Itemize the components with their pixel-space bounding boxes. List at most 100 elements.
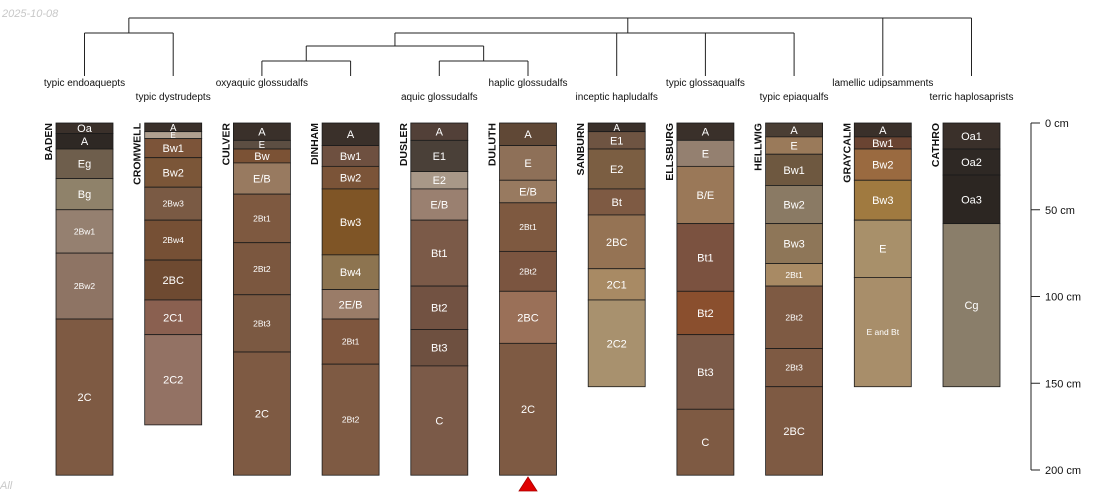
horizon-label: Oa1 [961, 131, 982, 143]
depth-tick-label: 150 cm [1045, 378, 1081, 390]
horizon-label: 2C2 [607, 338, 627, 350]
horizon-label: 2Bt3 [785, 363, 803, 373]
depth-tick-label: 50 cm [1045, 205, 1075, 217]
horizon-block [853, 179, 912, 221]
horizon-label: Bw2 [783, 200, 804, 212]
horizon-label: 2Bt1 [785, 270, 803, 280]
horizon-label: A [524, 129, 532, 141]
horizon-block [144, 186, 203, 221]
horizon-block [144, 259, 203, 301]
horizon-block [765, 348, 823, 388]
taxon-label: oxyaquic glossudalfs [216, 78, 308, 89]
horizon-label: 2E/B [339, 299, 363, 311]
horizon-label: Bt2 [431, 303, 448, 315]
horizon-label: Bw1 [783, 165, 804, 177]
depth-tick-label: 100 cm [1045, 292, 1081, 304]
horizon-label: Bt3 [431, 343, 448, 355]
horizon-block [55, 252, 114, 320]
horizon-label: Bg [78, 189, 91, 201]
horizon-block [410, 219, 469, 287]
horizon-block [232, 242, 291, 296]
horizon-block [499, 202, 557, 252]
horizon-label: 2Bt2 [785, 312, 803, 322]
horizon-label: A [702, 127, 710, 139]
date-stamp: 2025-10-08 [2, 8, 59, 20]
profile-name-label: HELLWIG [753, 123, 765, 171]
horizon-block [410, 365, 469, 476]
horizon-label: 2C1 [163, 312, 183, 324]
horizon-block [55, 178, 114, 211]
horizon-block [321, 188, 380, 256]
horizon-block [144, 157, 203, 188]
horizon-label: Bw2 [340, 173, 361, 185]
horizon-label: 2C [77, 392, 91, 404]
profile-dinham: A Bw1 Bw2 Bw3 Bw4 2E/B 2Bt1 2Bt2 DINHAM [309, 122, 380, 476]
profile-name-label: GRAYCALM [841, 123, 853, 183]
horizon-block [499, 250, 557, 292]
horizon-block [853, 148, 912, 181]
horizon-block [765, 386, 823, 476]
taxon-label: inceptic hapludalfs [576, 92, 658, 103]
horizon-block [676, 165, 735, 225]
marker-triangle [518, 476, 538, 492]
profile-name-label: CROMWELL [132, 122, 144, 184]
horizon-label: B/E [697, 190, 715, 202]
horizon-block [232, 193, 291, 244]
taxon-label: typic glossaqualfs [666, 78, 745, 89]
horizon-label: 2BC [517, 312, 538, 324]
profile-name-label: CATHRO [930, 123, 942, 167]
profile-cathro: Oa1 Oa2 Oa3 Cg CATHRO [930, 122, 1001, 388]
profile-dusler: A E1 E2 E/B Bt1 Bt2 Bt3 C DUSLER [398, 123, 469, 476]
profile-duluth: A E E/B 2Bt1 2Bt2 2BC 2C DULUTH [487, 122, 557, 476]
taxon-label: haplic glossudalfs [489, 78, 568, 89]
horizon-label: Bw1 [162, 143, 183, 155]
profile-name-label: CULVER [220, 123, 232, 166]
horizon-label: Oa [77, 123, 93, 135]
horizon-label: E1 [610, 135, 623, 147]
horizon-block [232, 294, 291, 353]
horizon-block [942, 148, 1001, 176]
horizon-label: E [702, 148, 709, 160]
horizon-label: E [524, 158, 531, 170]
horizon-label: C [435, 416, 443, 428]
horizon-label: Bw1 [872, 138, 893, 150]
horizon-block [55, 148, 114, 179]
taxon-label: typic epiaqualfs [760, 92, 829, 103]
horizon-block [765, 285, 823, 349]
horizon-label: Cg [964, 300, 978, 312]
horizon-block [765, 185, 823, 225]
horizon-block [410, 139, 469, 172]
horizon-block [232, 162, 291, 195]
profile-hellwig: AE Bw1 Bw2 Bw3 2Bt1 2Bt2 2Bt3 2BC HELLWIG [753, 122, 823, 476]
taxon-label: typic dystrudepts [136, 92, 211, 103]
horizon-block [55, 318, 114, 476]
horizon-label: E [259, 140, 266, 151]
horizon-label: 2BC [162, 275, 183, 287]
horizon-label: A [613, 123, 620, 134]
horizon-block [55, 209, 114, 254]
horizon-label: 2Bw2 [74, 281, 96, 291]
horizon-label: A [347, 129, 355, 141]
horizon-label: 2C [255, 409, 269, 421]
horizon-label: 2Bw1 [74, 226, 96, 236]
horizon-label: 2C2 [163, 375, 183, 387]
horizon-label: Bt3 [697, 367, 714, 379]
horizon-label: E and Bt [866, 327, 899, 337]
horizon-label: A [436, 127, 444, 139]
horizon-label: 2Bt1 [342, 337, 360, 347]
horizon-block [853, 277, 912, 388]
horizon-label: Bw3 [340, 217, 361, 229]
horizon-label: 2BC [783, 426, 804, 438]
profile-name-label: DINHAM [309, 123, 321, 165]
horizon-block [942, 223, 1001, 388]
depth-axis: 0 cm 50 cm 100 cm 150 cm 200 cm [1030, 118, 1081, 477]
horizon-block [676, 334, 735, 410]
horizon-label: E/B [430, 200, 448, 212]
horizon-label: A [81, 136, 89, 148]
horizon-label: Bt [611, 197, 621, 209]
horizon-label: E1 [433, 151, 446, 163]
horizon-label: C [701, 437, 709, 449]
